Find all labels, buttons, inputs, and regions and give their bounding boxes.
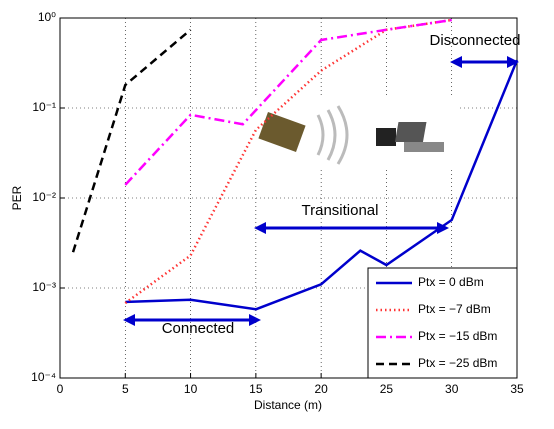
y-tick-label: 10⁻³ — [32, 280, 56, 294]
arrows — [123, 56, 519, 326]
laptop-screen — [394, 122, 427, 142]
legend-label: Ptx = −7 dBm — [418, 302, 491, 316]
y-tick-label: 10⁻¹ — [32, 100, 56, 114]
photo — [253, 97, 458, 170]
signal-waves — [316, 105, 349, 165]
legend-label: Ptx = −15 dBm — [418, 329, 497, 343]
x-tick-label: 20 — [314, 382, 328, 396]
x-axis-label: Distance (m) — [254, 398, 322, 412]
laptop-base — [404, 142, 444, 152]
x-tick-label: 15 — [249, 382, 263, 396]
legend-box — [367, 267, 518, 379]
y-axis-label: PER — [10, 185, 24, 210]
annotation: Disconnected — [430, 32, 521, 49]
series-line — [71, 28, 192, 253]
series-line — [124, 18, 452, 305]
annotation: Connected — [162, 320, 235, 337]
legend-label: Ptx = 0 dBm — [418, 275, 484, 289]
y-tick-label: 10⁰ — [38, 10, 56, 24]
y-tick-label: 10⁻⁴ — [31, 370, 56, 384]
legend-label: Ptx = −25 dBm — [418, 356, 497, 370]
x-tick-label: 10 — [184, 382, 198, 396]
gateway — [376, 128, 396, 146]
series-line — [124, 18, 452, 186]
x-tick-label: 25 — [380, 382, 394, 396]
x-tick-label: 30 — [445, 382, 459, 396]
y-tick-label: 10⁻² — [32, 190, 56, 204]
x-tick-label: 0 — [57, 382, 64, 396]
sensor-board — [258, 112, 306, 152]
annotation: Transitional — [302, 202, 379, 219]
x-tick-label: 5 — [122, 382, 129, 396]
x-tick-label: 35 — [510, 382, 524, 396]
